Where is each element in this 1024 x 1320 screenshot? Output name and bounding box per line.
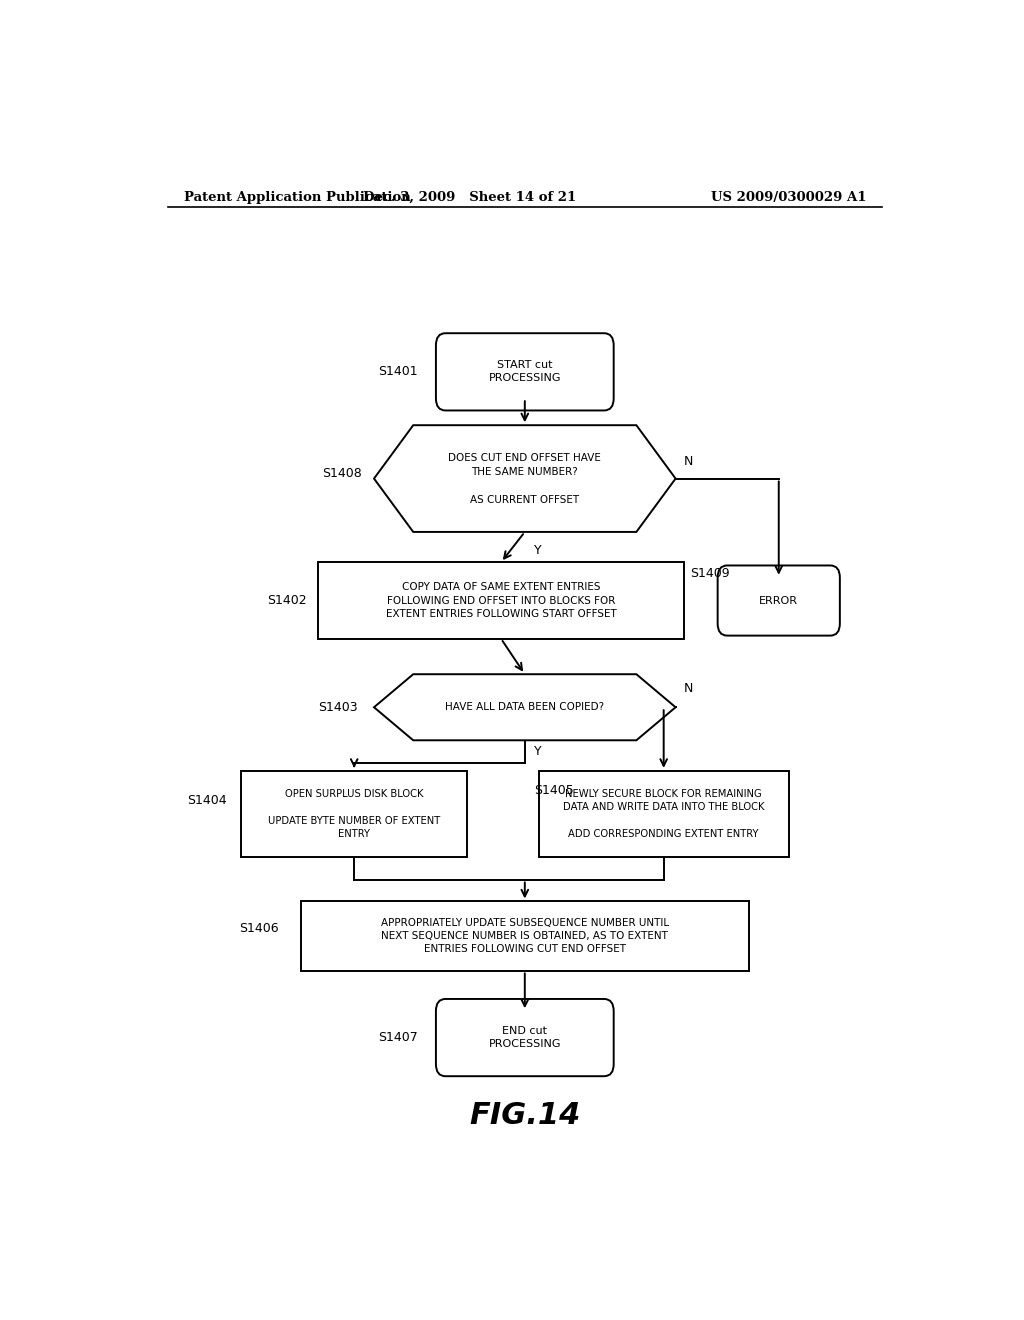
Polygon shape	[374, 675, 676, 741]
Text: S1403: S1403	[318, 701, 358, 714]
Text: END cut
PROCESSING: END cut PROCESSING	[488, 1026, 561, 1049]
FancyBboxPatch shape	[436, 999, 613, 1076]
Text: N: N	[684, 455, 693, 469]
Text: S1406: S1406	[240, 923, 279, 936]
Text: S1407: S1407	[378, 1031, 418, 1044]
Text: Dec. 3, 2009   Sheet 14 of 21: Dec. 3, 2009 Sheet 14 of 21	[362, 190, 575, 203]
Text: START cut
PROCESSING: START cut PROCESSING	[488, 360, 561, 383]
Bar	[539, 771, 788, 857]
Text: S1402: S1402	[267, 594, 306, 607]
Text: APPROPRIATELY UPDATE SUBSEQUENCE NUMBER UNTIL
NEXT SEQUENCE NUMBER IS OBTAINED, : APPROPRIATELY UPDATE SUBSEQUENCE NUMBER …	[381, 917, 669, 954]
Polygon shape	[374, 425, 676, 532]
Text: HAVE ALL DATA BEEN COPIED?: HAVE ALL DATA BEEN COPIED?	[445, 702, 604, 713]
Text: FIG.14: FIG.14	[469, 1101, 581, 1130]
FancyBboxPatch shape	[436, 333, 613, 411]
Text: US 2009/0300029 A1: US 2009/0300029 A1	[711, 190, 866, 203]
Text: DOES CUT END OFFSET HAVE
THE SAME NUMBER?

AS CURRENT OFFSET: DOES CUT END OFFSET HAVE THE SAME NUMBER…	[449, 453, 601, 504]
Bar	[241, 771, 467, 857]
Text: S1401: S1401	[378, 366, 418, 379]
Text: N: N	[684, 682, 693, 696]
Text: ERROR: ERROR	[759, 595, 799, 606]
Text: S1409: S1409	[690, 566, 729, 579]
Text: COPY DATA OF SAME EXTENT ENTRIES
FOLLOWING END OFFSET INTO BLOCKS FOR
EXTENT ENT: COPY DATA OF SAME EXTENT ENTRIES FOLLOWI…	[386, 582, 616, 619]
Text: S1404: S1404	[187, 795, 227, 808]
FancyBboxPatch shape	[718, 565, 840, 636]
Text: S1405: S1405	[535, 784, 574, 797]
Bar	[318, 562, 684, 639]
Text: NEWLY SECURE BLOCK FOR REMAINING
DATA AND WRITE DATA INTO THE BLOCK

ADD CORRESP: NEWLY SECURE BLOCK FOR REMAINING DATA AN…	[563, 789, 765, 838]
Text: Y: Y	[535, 746, 542, 759]
Text: Y: Y	[535, 544, 542, 557]
Bar	[301, 902, 749, 970]
Text: S1408: S1408	[323, 467, 362, 480]
Text: Patent Application Publication: Patent Application Publication	[183, 190, 411, 203]
Text: OPEN SURPLUS DISK BLOCK

UPDATE BYTE NUMBER OF EXTENT
ENTRY: OPEN SURPLUS DISK BLOCK UPDATE BYTE NUMB…	[268, 789, 440, 838]
